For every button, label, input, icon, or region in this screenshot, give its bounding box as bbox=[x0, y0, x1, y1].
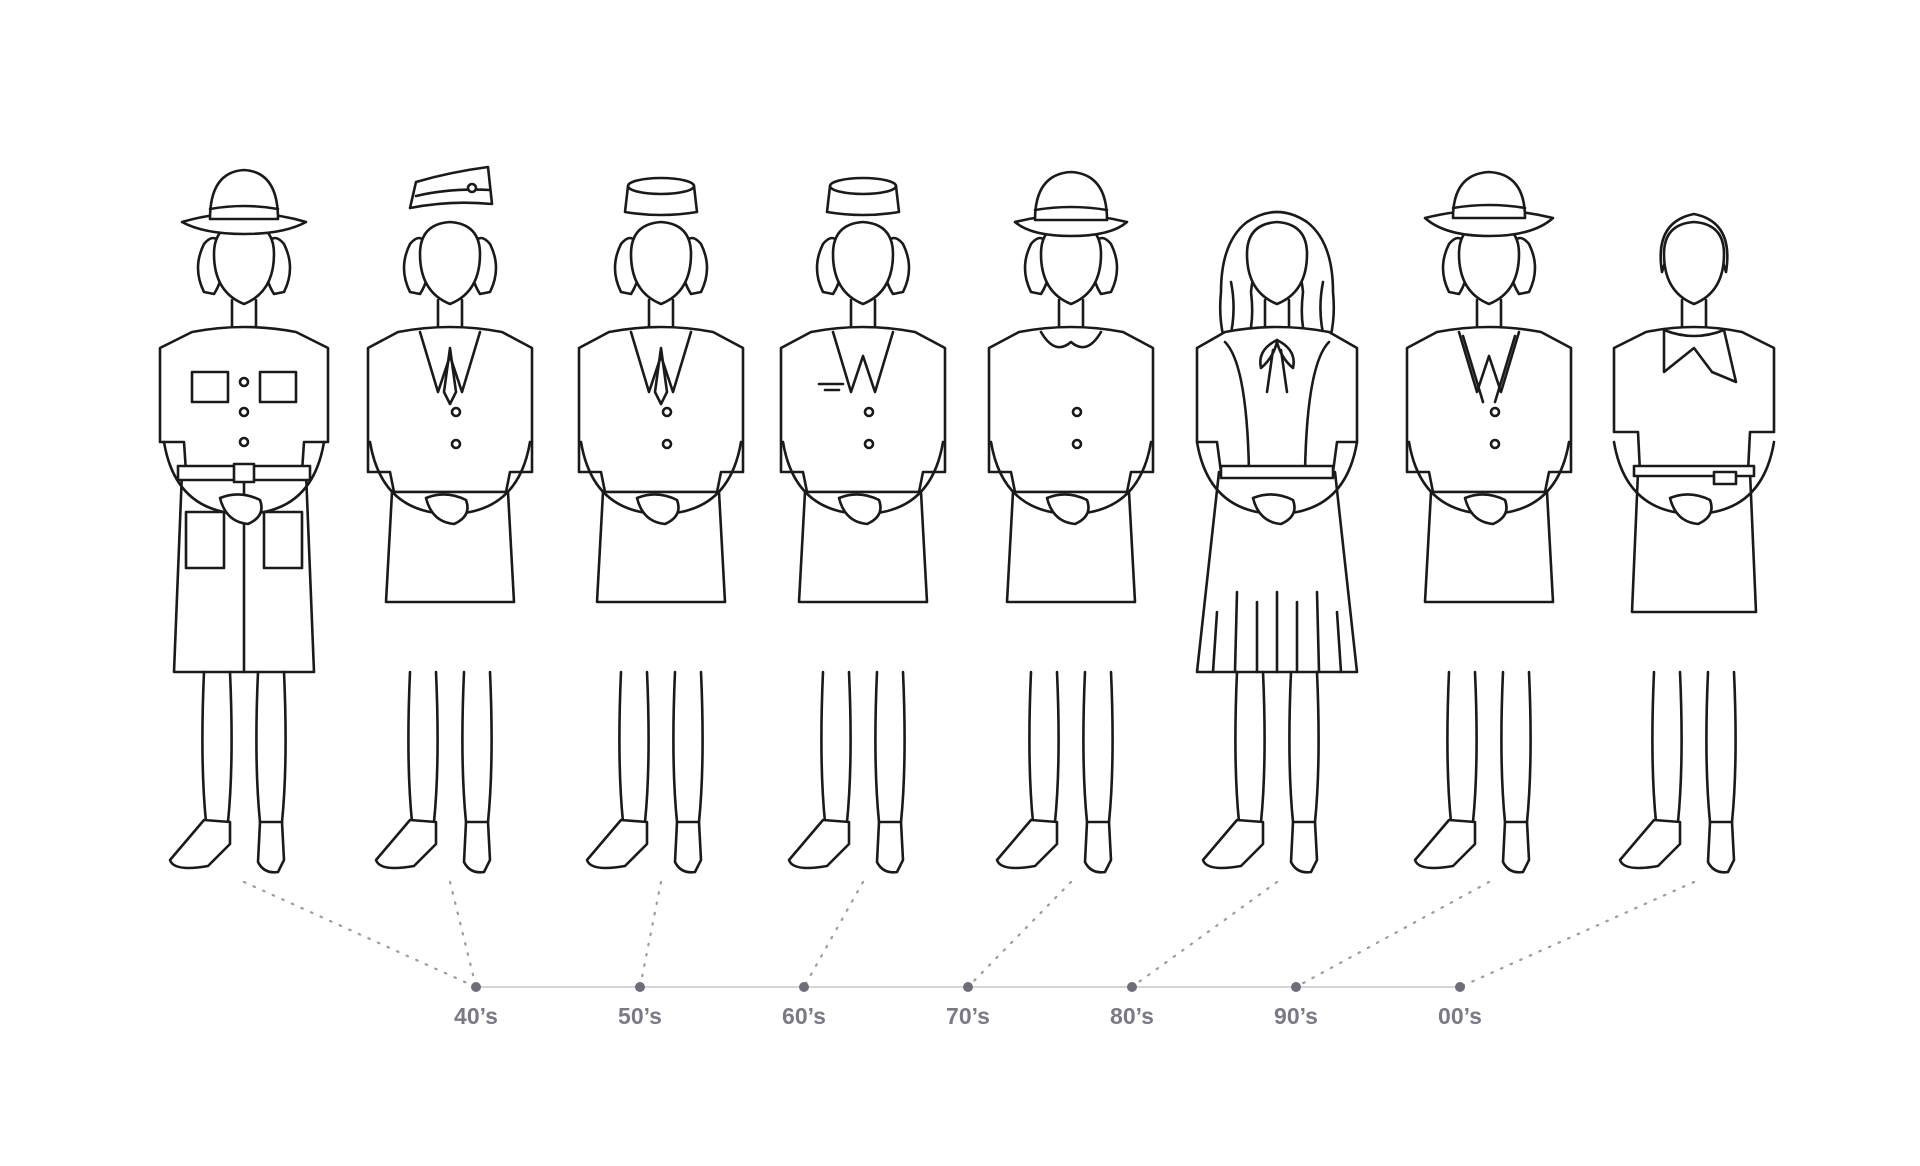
uniform-figure-8 bbox=[1612, 212, 1776, 874]
decade-label-4: 70’s bbox=[946, 1003, 990, 1029]
uniform-figure-5 bbox=[987, 170, 1155, 874]
connector-line-8 bbox=[1458, 880, 1696, 989]
uniform-figure-2 bbox=[366, 165, 534, 874]
timeline-marker-1 bbox=[471, 982, 481, 992]
timeline-marker-4 bbox=[963, 982, 973, 992]
connector-line-1 bbox=[242, 880, 478, 989]
connector-line-4 bbox=[802, 880, 865, 989]
decade-label-5: 80’s bbox=[1110, 1003, 1154, 1029]
decade-label-3: 60’s bbox=[782, 1003, 826, 1029]
timeline-marker-6 bbox=[1291, 982, 1301, 992]
decade-label-7: 00’s bbox=[1438, 1003, 1482, 1029]
uniform-figure-6 bbox=[1195, 210, 1359, 874]
uniform-figures bbox=[158, 165, 1776, 874]
uniform-figure-7 bbox=[1405, 170, 1573, 874]
timeline-connectors bbox=[242, 880, 1696, 989]
connector-line-3 bbox=[638, 880, 663, 989]
connector-line-7 bbox=[1294, 880, 1491, 989]
timeline-marker-7 bbox=[1455, 982, 1465, 992]
uniform-figure-1 bbox=[158, 168, 330, 874]
decade-label-6: 90’s bbox=[1274, 1003, 1318, 1029]
timeline-marker-3 bbox=[799, 982, 809, 992]
connector-line-2 bbox=[448, 880, 478, 989]
decade-label-2: 50’s bbox=[618, 1003, 662, 1029]
decade-label-1: 40’s bbox=[454, 1003, 498, 1029]
uniform-figure-4 bbox=[779, 176, 947, 874]
timeline-markers: 40’s 50’s 60’s 70’s 80’s 90’s 00’s bbox=[454, 982, 1482, 1029]
uniform-figure-3 bbox=[577, 176, 745, 874]
connector-line-6 bbox=[1130, 880, 1279, 989]
timeline-marker-2 bbox=[635, 982, 645, 992]
timeline-marker-5 bbox=[1127, 982, 1137, 992]
connector-line-5 bbox=[966, 880, 1073, 989]
